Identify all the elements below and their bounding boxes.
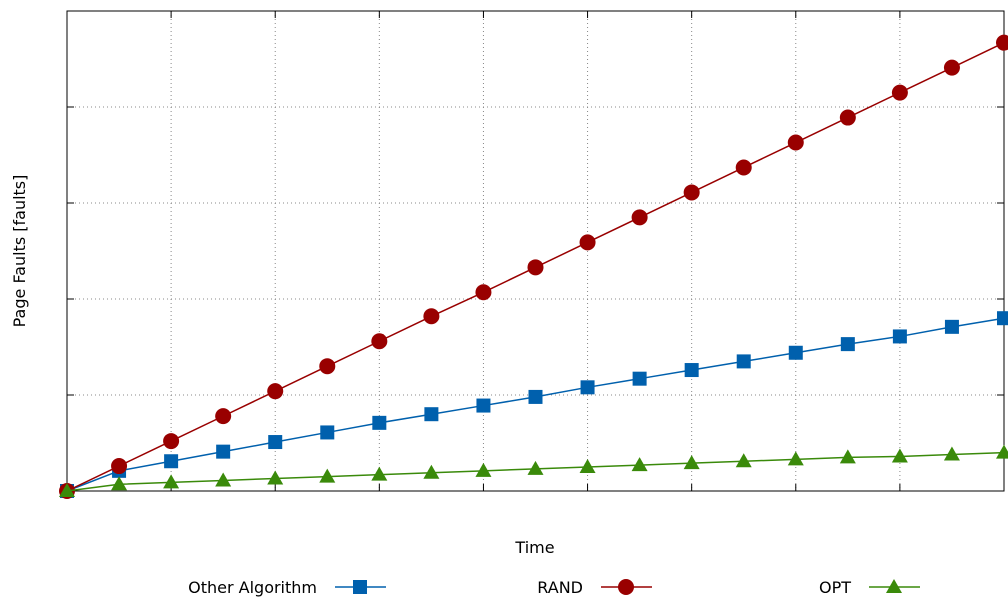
axis-ticks	[66, 10, 1005, 492]
data-point-other-algorithm	[632, 371, 647, 386]
series-rand	[59, 34, 1008, 499]
x-axis-label: Time	[514, 538, 554, 557]
legend-label-rand: RAND	[537, 578, 583, 597]
data-point-other-algorithm	[320, 425, 335, 440]
data-point-opt	[579, 459, 596, 473]
legend-label-opt: OPT	[819, 578, 851, 597]
data-point-rand	[267, 383, 284, 400]
data-point-opt	[683, 455, 700, 470]
data-point-other-algorithm	[164, 454, 179, 469]
data-point-rand	[475, 284, 492, 301]
data-point-other-algorithm	[736, 354, 751, 369]
data-point-other-algorithm	[216, 444, 231, 459]
data-point-rand	[423, 308, 440, 325]
data-point-other-algorithm	[892, 329, 907, 344]
data-point-other-algorithm	[268, 435, 283, 450]
data-point-opt	[787, 451, 804, 466]
data-point-rand	[943, 59, 960, 76]
data-point-rand	[319, 358, 336, 375]
data-point-opt	[631, 457, 648, 472]
data-point-other-algorithm	[944, 319, 959, 334]
legend-marker-rand	[618, 579, 634, 595]
data-point-opt	[163, 474, 180, 489]
data-point-opt	[267, 470, 284, 485]
data-point-opt	[111, 476, 128, 491]
data-point-other-algorithm	[528, 389, 543, 404]
data-point-other-algorithm	[684, 363, 699, 378]
data-point-other-algorithm	[476, 398, 491, 413]
data-point-other-algorithm	[997, 311, 1008, 326]
series-layer	[59, 34, 1008, 499]
data-point-opt	[943, 446, 960, 461]
plot-area-border	[66, 10, 1005, 492]
data-point-other-algorithm	[788, 345, 803, 360]
legend-marker-opt	[886, 579, 902, 593]
data-point-other-algorithm	[372, 415, 387, 430]
data-point-rand	[111, 458, 128, 475]
data-point-rand	[215, 408, 232, 425]
data-point-opt	[319, 468, 336, 483]
data-point-opt	[735, 453, 752, 468]
data-point-other-algorithm	[424, 407, 439, 422]
data-point-rand	[891, 84, 908, 101]
data-point-rand	[163, 433, 180, 450]
data-point-rand	[996, 34, 1008, 51]
data-point-rand	[371, 333, 388, 350]
data-point-rand	[787, 134, 804, 151]
legend-marker-other-algorithm	[353, 580, 367, 594]
data-point-other-algorithm	[580, 380, 595, 395]
data-point-opt	[371, 466, 388, 481]
series-opt	[59, 444, 1008, 497]
data-point-opt	[527, 460, 544, 475]
data-point-opt	[839, 449, 856, 464]
legend-label-other-algorithm: Other Algorithm	[188, 578, 317, 597]
data-point-opt	[59, 483, 75, 497]
data-point-rand	[683, 184, 700, 201]
data-point-rand	[839, 109, 856, 126]
data-point-rand	[579, 234, 596, 251]
data-point-opt	[475, 462, 492, 477]
data-point-opt	[996, 444, 1008, 459]
grid-lines	[67, 11, 1004, 491]
data-point-rand	[631, 209, 648, 226]
data-point-other-algorithm	[840, 337, 855, 352]
data-point-opt	[891, 448, 908, 463]
y-axis-label: Page Faults [faults]	[10, 175, 29, 328]
legend: Other Algorithm RAND OPT	[188, 578, 920, 597]
data-point-rand	[527, 259, 544, 276]
data-point-rand	[735, 159, 752, 176]
data-point-opt	[215, 472, 232, 487]
data-point-opt	[423, 464, 440, 479]
